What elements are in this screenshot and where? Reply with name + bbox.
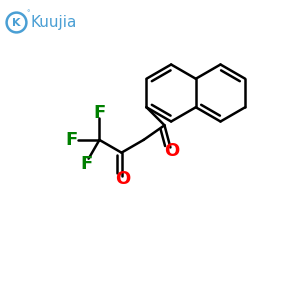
Text: F: F xyxy=(93,104,106,122)
Text: O: O xyxy=(116,170,130,188)
Text: K: K xyxy=(12,17,21,28)
Text: °: ° xyxy=(26,10,30,16)
Text: O: O xyxy=(164,142,180,160)
Text: F: F xyxy=(65,131,77,149)
Text: Kuujia: Kuujia xyxy=(31,15,77,30)
Text: F: F xyxy=(80,155,92,173)
